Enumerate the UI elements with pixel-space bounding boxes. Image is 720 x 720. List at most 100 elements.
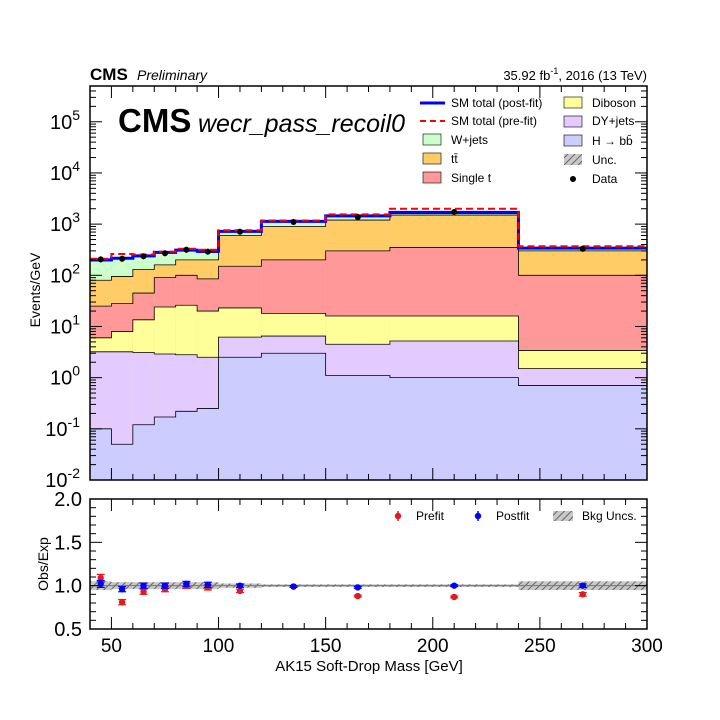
svg-text:DY+jets: DY+jets [592, 114, 634, 128]
ratio-point-postfit [140, 582, 147, 589]
ratio-point-prefit [354, 592, 361, 600]
lumi-label: 35.92 fb-1, 2016 (13 TeV) [503, 66, 647, 83]
main-y-tick-label: 100 [50, 363, 80, 390]
stack-outline-0 [89, 352, 648, 480]
ratio-legend: Prefit Postfit Bkg Uncs. [394, 509, 637, 523]
ratio-legend-prefit: Prefit [394, 509, 445, 523]
svg-text:SM total (pre-fit): SM total (pre-fit) [451, 114, 537, 128]
data-point [579, 245, 586, 252]
data-point [204, 248, 211, 255]
ratio-point-postfit [118, 585, 126, 593]
ratio-point-prefit [450, 593, 458, 601]
ratio-x-tick-label: 250 [524, 636, 556, 657]
stack-outline-2 [89, 304, 648, 480]
svg-text:Prefit: Prefit [416, 509, 445, 523]
data-point [236, 228, 243, 235]
main-y-tick-label: 10-1 [45, 414, 80, 441]
data-point [119, 255, 126, 262]
ratio-point-prefit [140, 588, 147, 595]
stack-outline-3 [89, 247, 648, 480]
ratio-y-tick-label: 0.5 [54, 619, 82, 641]
legend-item-wjets: W+jets [422, 133, 488, 147]
ratio-frame [89, 498, 648, 630]
legend-item-dyjets: DY+jets [563, 114, 634, 128]
legend-item-unc: Unc. [564, 153, 617, 167]
ratio-point-prefit [579, 591, 586, 598]
stack-bar-0-7 [261, 353, 326, 480]
legend-item-data: Data [570, 172, 618, 186]
data-point [290, 219, 297, 226]
svg-text:Unc.: Unc. [592, 153, 617, 167]
ratio-point-postfit [290, 583, 297, 590]
cms-label: CMS [90, 65, 128, 84]
data-point [183, 246, 190, 253]
main-y-tick-label: 105 [50, 107, 80, 134]
ratio-point-postfit [450, 582, 458, 589]
svg-text:H → bb̄: H → bb̄ [592, 134, 633, 148]
main-y-tick-label: 101 [50, 311, 80, 338]
ratio-point-postfit [354, 584, 361, 591]
main-panel: 10-2 10-1 100 101 102 103 104 105 [45, 85, 648, 492]
ratio-point-postfit [161, 582, 169, 589]
svg-text:W+jets: W+jets [451, 133, 488, 147]
x-axis-label: AK15 Soft-Drop Mass [GeV] [275, 658, 463, 675]
svg-text:Data: Data [592, 172, 618, 186]
ratio-point-postfit [204, 581, 212, 588]
ratio-x-tick-label: 50 [101, 636, 122, 657]
y-axis-label-ratio: Obs/Exp [35, 537, 51, 591]
stack-bar-0-4 [175, 411, 198, 480]
stack-bar-0-1 [111, 444, 133, 480]
svg-text:SM total (post-fit): SM total (post-fit) [451, 96, 542, 110]
legend-item-hbb: H → bb̄ [563, 134, 633, 148]
data-point [161, 250, 168, 257]
main-y-tick-label: 104 [50, 158, 80, 185]
data-point [140, 253, 147, 260]
region-label: wecr_pass_recoil0 [198, 110, 405, 138]
data-point [97, 256, 104, 263]
ratio-y-tick-label: 1.5 [54, 532, 82, 554]
stack-bar-0-8 [325, 375, 390, 480]
cms-big-label: CMS [118, 102, 191, 139]
main-y-tick-label: 102 [50, 260, 80, 287]
stack-bar-0-6 [218, 357, 262, 480]
ratio-point-postfit [579, 582, 586, 589]
sm-total-prefit-line [90, 207, 647, 260]
main-y-tick-label: 103 [50, 209, 80, 236]
ratio-point-prefit [97, 574, 104, 582]
legend-item-sm-postfit: SM total (post-fit) [420, 96, 542, 110]
stack-outline-4 [89, 214, 648, 480]
stack-bar-0-10 [518, 385, 647, 480]
legend-item-sm-prefit: SM total (pre-fit) [420, 114, 537, 128]
svg-text:Single t: Single t [451, 171, 492, 185]
stack-bar-0-0 [90, 428, 112, 480]
ratio-x-tick-label: 150 [310, 636, 342, 657]
stack-bar-0-2 [132, 424, 155, 480]
legend-item-diboson: Diboson [563, 96, 636, 110]
y-axis-label-main: Events/GeV [27, 252, 43, 327]
ratio-legend-postfit: Postfit [474, 509, 530, 523]
svg-text:tt̄: tt̄ [451, 152, 458, 166]
ratio-legend-bkg-unc: Bkg Uncs. [553, 509, 637, 523]
svg-text:Bkg Uncs.: Bkg Uncs. [582, 509, 637, 523]
svg-text:Diboson: Diboson [592, 96, 636, 110]
svg-text:Postfit: Postfit [496, 509, 530, 523]
ratio-point-postfit [236, 582, 244, 589]
ratio-point-postfit [97, 580, 104, 588]
ratio-x-tick-label: 200 [417, 636, 449, 657]
ratio-point-prefit [236, 587, 244, 595]
preliminary-label: Preliminary [137, 67, 208, 83]
ratio-panel: 50 100 150 200 250 300 0.5 1.0 1.5 2.0 [54, 489, 663, 657]
ratio-x-tick-label: 100 [203, 636, 235, 657]
ratio-x-tick-label: 300 [631, 636, 663, 657]
legend-item-ttbar: tt̄ [422, 152, 458, 166]
legend-item-single-top: Single t [422, 171, 492, 185]
ratio-point-postfit [183, 580, 190, 588]
ratio-y-tick-label: 2.0 [54, 489, 82, 511]
stack-bar-0-5 [197, 408, 219, 480]
data-point [354, 214, 361, 221]
main-legend: SM total (post-fit) SM total (pre-fit) W… [420, 96, 636, 186]
main-y-tick-label: 10-2 [45, 465, 80, 492]
ratio-y-tick-label: 1.0 [54, 576, 82, 598]
stack-bar-0-9 [389, 377, 519, 480]
